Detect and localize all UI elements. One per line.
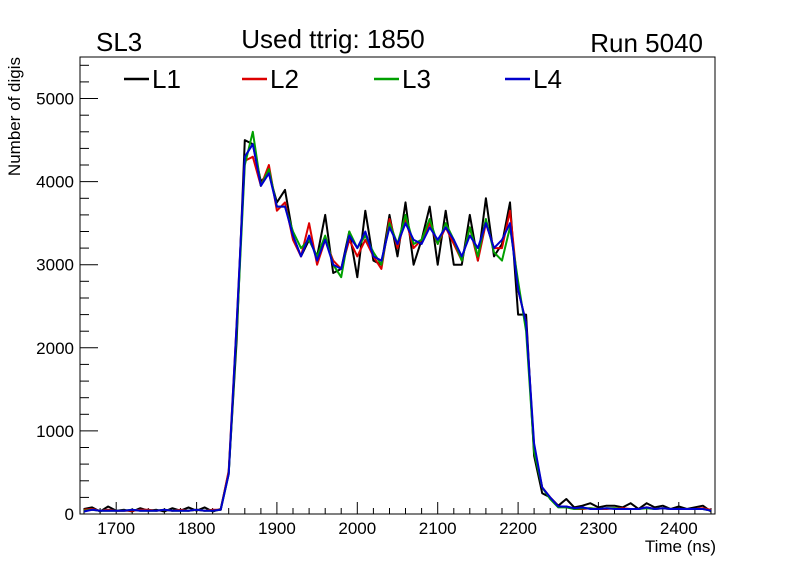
y-tick-label: 5000 [36, 90, 74, 109]
legend: L1 L2 L3 L4 [124, 64, 562, 94]
legend-label-l3: L3 [402, 64, 431, 94]
x-tick-label: 2300 [579, 519, 617, 538]
series-lines [83, 130, 712, 513]
chart-title: Used ttrig: 1850 [241, 24, 425, 54]
x-tick-label: 2200 [499, 519, 537, 538]
header-right: Run 5040 [590, 28, 703, 58]
x-tick-label: 1700 [97, 519, 135, 538]
plot-frame [79, 56, 716, 515]
x-tick-label: 2400 [660, 519, 698, 538]
series-line-l3 [83, 130, 712, 512]
y-tick-label: 1000 [36, 422, 74, 441]
y-axis-label: Number of digis [5, 57, 24, 176]
y-tick-label: 3000 [36, 256, 74, 275]
x-tick-label: 1900 [258, 519, 296, 538]
x-tick-label: 2100 [419, 519, 457, 538]
series-line-l2 [83, 155, 712, 512]
series-line-l4 [83, 143, 712, 513]
y-tick-labels: 0 1000 2000 3000 4000 5000 [36, 90, 74, 525]
x-axis-label: Time (ns) [645, 537, 716, 556]
y-tick-label: 0 [65, 505, 74, 524]
x-tick-label: 2000 [338, 519, 376, 538]
y-tick-label: 2000 [36, 339, 74, 358]
legend-label-l1: L1 [152, 64, 181, 94]
legend-label-l2: L2 [270, 64, 299, 94]
header-left: SL3 [96, 27, 142, 57]
axis-ticks [80, 64, 712, 515]
legend-label-l4: L4 [533, 64, 562, 94]
series-line-l1 [83, 139, 712, 513]
x-tick-labels: 1700 1800 1900 2000 2100 2200 2300 2400 [97, 519, 697, 538]
x-tick-label: 1800 [178, 519, 216, 538]
y-tick-label: 4000 [36, 173, 74, 192]
